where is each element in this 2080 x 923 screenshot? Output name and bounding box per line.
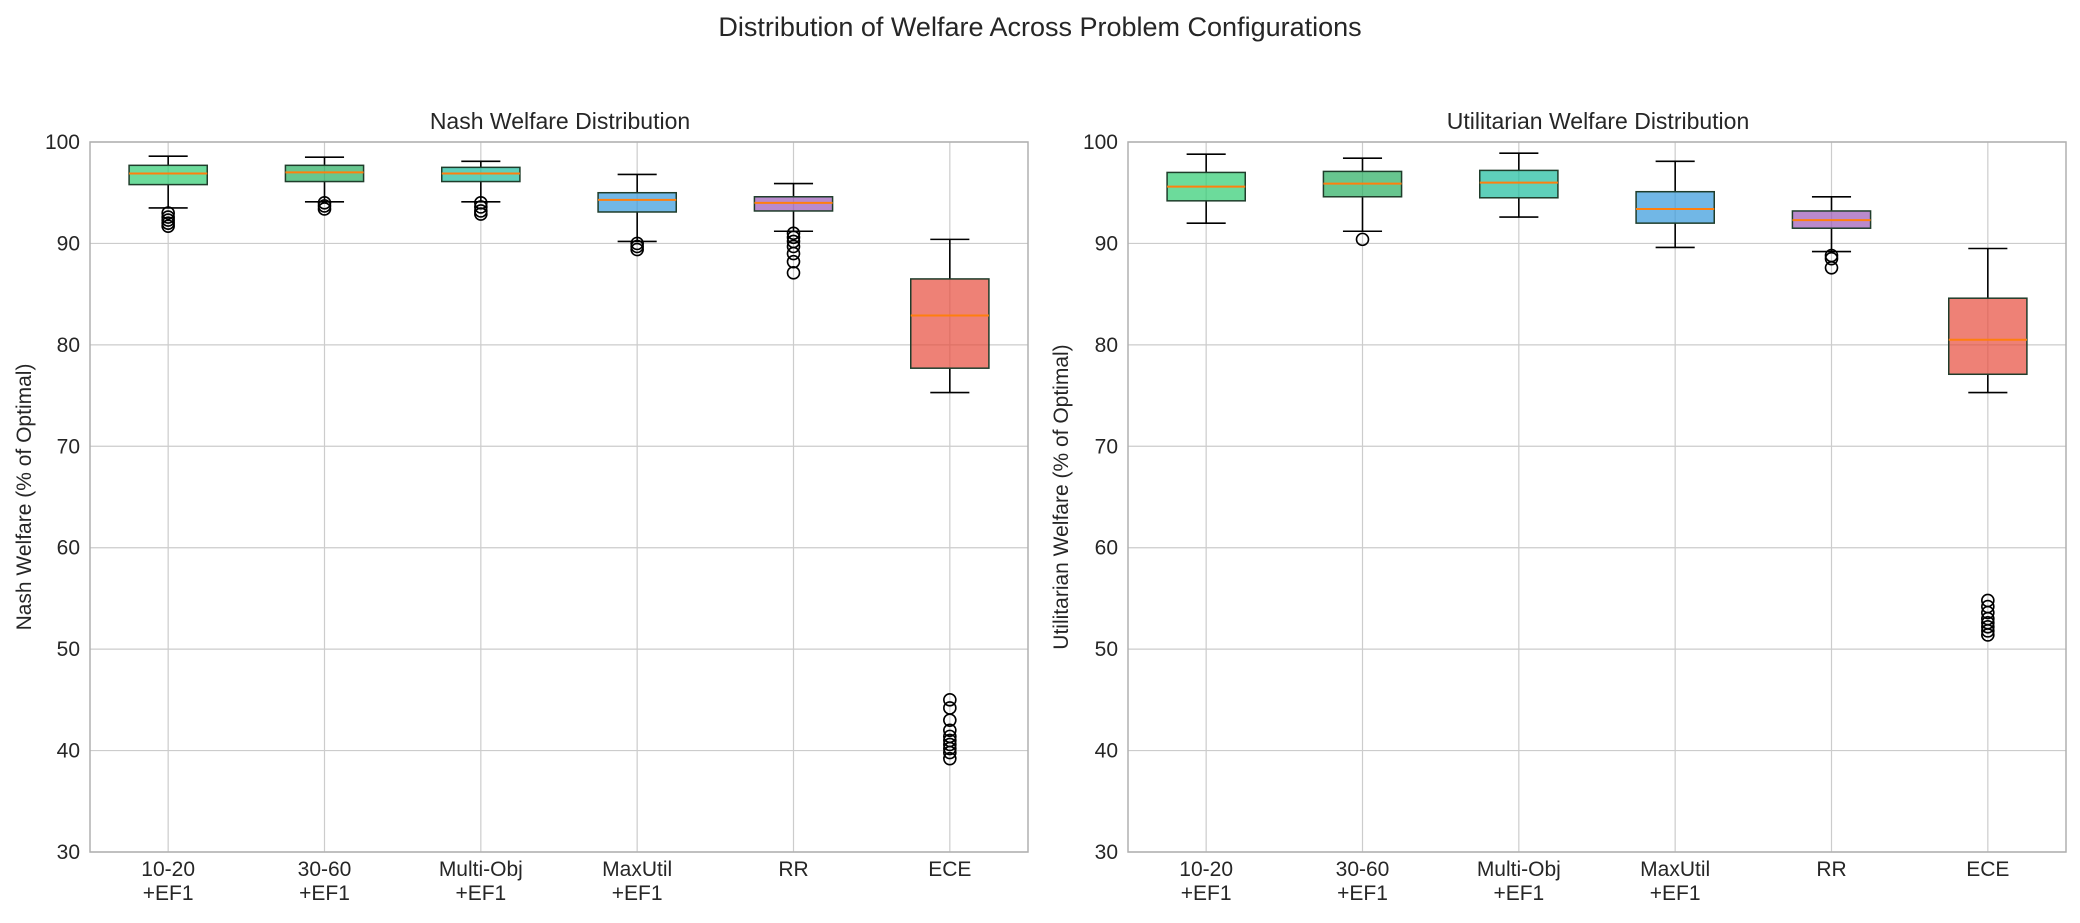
axes-frame [1127,141,2067,853]
x-tick-label: MaxUtil +EF1 [602,858,672,905]
outlier-point [786,266,801,280]
x-tick-label: MaxUtil +EF1 [1640,858,1710,905]
outlier-point [786,246,801,261]
outlier-point [943,745,957,760]
y-tick-label: 40 [57,740,80,763]
outlier-point [943,713,957,727]
y-tick-label: 80 [1095,334,1118,357]
axes-frame [89,141,1029,853]
outlier-point [943,751,957,766]
box [910,278,990,369]
figure-title: Distribution of Welfare Across Problem C… [718,12,1361,42]
plot-area: 30 40 50 60 70 80 90 100 10-20 +EF1 30-60 +EF1 Multi… [45,131,1029,905]
outlier-point [474,200,488,214]
y-tick-label: 90 [57,232,80,255]
y-tick-label: 60 [57,537,80,560]
outlier-point [943,737,957,752]
outlier-point [630,242,644,257]
x-tick-label: Multi-Obj +EF1 [1477,858,1561,905]
x-tick-label: RR [1816,858,1846,881]
plot-area: 30 40 50 60 70 80 90 100 10-20 +EF1 30-60 +EF1 Multi… [1083,131,2067,905]
y-axis-label: Nash Welfare (% of Optimal) [13,364,36,631]
y-tick-label: 70 [57,435,80,458]
y-tick-label: 40 [1095,740,1118,763]
outlier-point [943,693,957,707]
outlier-point [1355,232,1370,247]
outlier-point [786,226,801,241]
y-tick-label: 70 [1095,435,1118,458]
x-tick-label: 30-60 +EF1 [1336,858,1390,905]
panel-title: Nash Welfare Distribution [430,108,690,134]
y-tick-label: 50 [57,638,80,661]
y-tick-label: 100 [1083,131,1118,154]
y-tick-label: 100 [45,131,80,154]
y-tick-label: 60 [1095,537,1118,560]
outlier-point [786,239,801,254]
x-tick-label: 10-20 +EF1 [1179,858,1233,905]
outlier-point [1981,620,1995,634]
y-tick-label: 30 [1095,841,1118,864]
outlier-point [161,206,175,220]
nash-welfare-panel: Nash Welfare Distribution Nash Welfare (… [13,108,1029,905]
outlier-point [474,196,488,210]
box [1479,169,1559,199]
outlier-point [474,207,488,221]
y-tick-label: 30 [57,841,80,864]
outlier-point [1824,260,1839,275]
box [128,164,208,186]
utilitarian-welfare-panel: Utilitarian Welfare Distribution Utilita… [1050,108,2067,905]
box [1948,297,2028,376]
y-tick-label: 50 [1095,638,1118,661]
outlier-point [161,219,175,233]
outlier-point [1824,251,1839,266]
x-tick-label: Multi-Obj +EF1 [439,858,523,905]
box [753,196,834,212]
x-tick-label: 30-60 +EF1 [298,858,352,905]
outlier-point [1981,624,1995,638]
y-tick-label: 90 [1095,232,1118,255]
box [441,166,521,183]
box [1635,190,1716,224]
outlier-point [317,202,332,216]
panel-title: Utilitarian Welfare Distribution [1447,108,1750,134]
box [284,164,365,183]
outlier-point [943,741,957,756]
box [597,191,677,213]
outlier-point [786,230,801,245]
x-tick-label: RR [778,858,808,881]
outlier-point [1981,605,1995,620]
outlier-point [786,254,801,269]
x-tick-label: ECE [1966,858,2009,881]
y-tick-label: 80 [57,334,80,357]
y-axis-label: Utilitarian Welfare (% of Optimal) [1050,344,1073,649]
x-tick-label: 10-20 +EF1 [141,858,195,905]
outlier-point [1981,628,1995,642]
x-tick-label: ECE [928,858,971,881]
outlier-point [943,723,957,738]
